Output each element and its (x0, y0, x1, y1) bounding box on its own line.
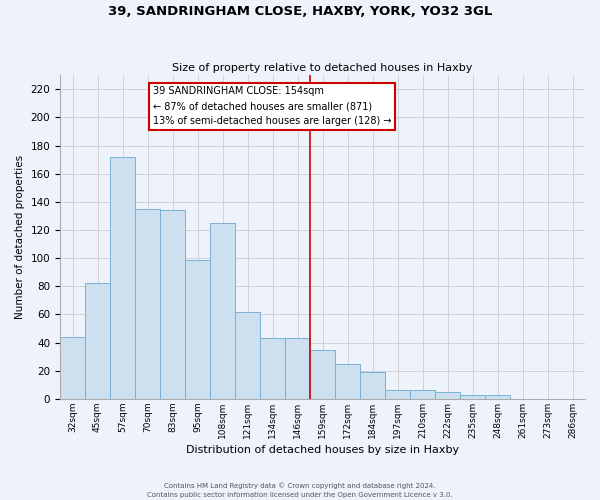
Title: Size of property relative to detached houses in Haxby: Size of property relative to detached ho… (172, 63, 473, 73)
Text: Contains HM Land Registry data © Crown copyright and database right 2024.
Contai: Contains HM Land Registry data © Crown c… (147, 482, 453, 498)
Bar (60, 337, 85, 399)
Bar (260, 338, 285, 399)
X-axis label: Distribution of detached houses by size in Haxby: Distribution of detached houses by size … (186, 445, 459, 455)
Bar (460, 394, 485, 399)
Bar (335, 364, 360, 399)
Bar (435, 392, 460, 399)
Text: 39, SANDRINGHAM CLOSE, HAXBY, YORK, YO32 3GL: 39, SANDRINGHAM CLOSE, HAXBY, YORK, YO32… (108, 5, 492, 18)
Bar (385, 390, 410, 399)
Bar (285, 338, 310, 399)
Y-axis label: Number of detached properties: Number of detached properties (15, 155, 25, 319)
Bar (110, 157, 135, 399)
Bar (160, 210, 185, 399)
Bar (210, 223, 235, 399)
Bar (85, 284, 110, 399)
Bar (485, 394, 510, 399)
Bar (185, 260, 210, 399)
Bar (410, 390, 435, 399)
Bar (310, 350, 335, 399)
Bar (235, 312, 260, 399)
Bar (360, 372, 385, 399)
Text: 39 SANDRINGHAM CLOSE: 154sqm
← 87% of detached houses are smaller (871)
13% of s: 39 SANDRINGHAM CLOSE: 154sqm ← 87% of de… (152, 86, 391, 126)
Bar (135, 209, 160, 399)
